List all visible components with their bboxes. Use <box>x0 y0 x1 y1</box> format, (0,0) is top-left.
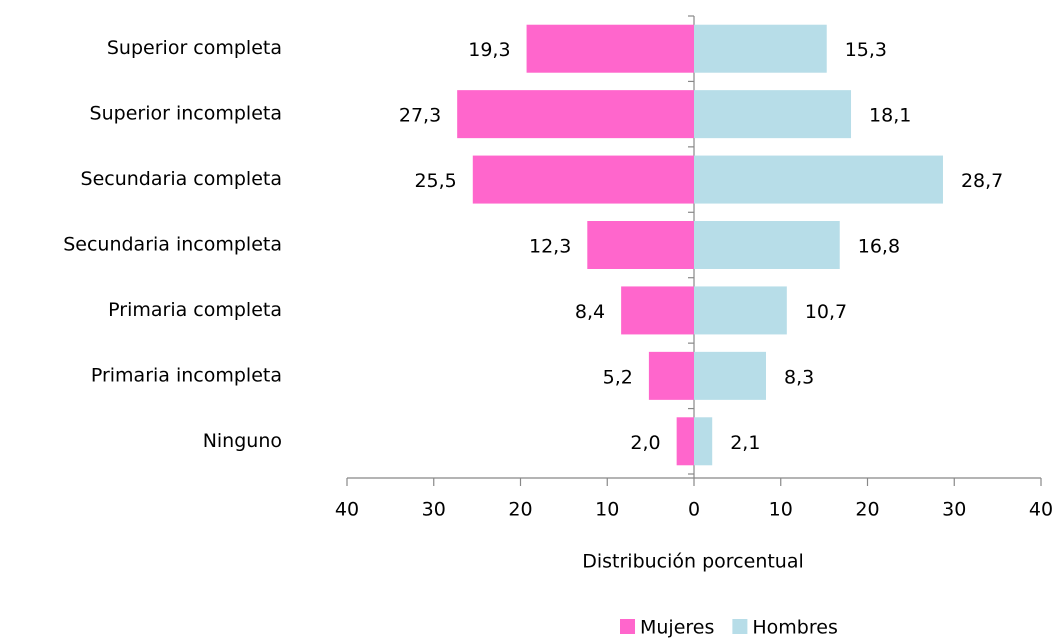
value-label: 12,3 <box>529 236 571 258</box>
bar <box>694 155 943 204</box>
value-label: 10,7 <box>805 301 847 323</box>
x-tick-label: 20 <box>508 499 532 521</box>
bar <box>526 24 694 73</box>
x-tick-label: 40 <box>335 499 359 521</box>
x-tick-label: 20 <box>855 499 879 521</box>
legend-swatch <box>732 619 748 634</box>
value-label: 5,2 <box>603 366 633 388</box>
x-tick-label: 40 <box>1029 499 1053 521</box>
bar <box>694 24 827 73</box>
y-tick-label: Secundaria completa <box>81 168 282 190</box>
bar <box>648 351 694 400</box>
x-tick-label: 10 <box>769 499 793 521</box>
value-label: 8,4 <box>575 301 605 323</box>
y-tick-label: Primaria incompleta <box>91 364 282 386</box>
bar <box>587 221 694 269</box>
x-tick-label: 30 <box>422 499 446 521</box>
value-label: 2,0 <box>630 432 660 454</box>
x-tick-label: 0 <box>688 499 700 521</box>
bar <box>472 155 694 204</box>
x-tick-label: 30 <box>942 499 966 521</box>
value-label: 18,1 <box>869 105 911 127</box>
value-label: 2,1 <box>730 432 760 454</box>
bar <box>694 221 840 269</box>
bar <box>694 351 767 400</box>
y-tick-label: Secundaria incompleta <box>63 234 282 256</box>
bar <box>621 286 694 335</box>
value-label: 19,3 <box>468 39 510 61</box>
y-tick-label: Superior incompleta <box>90 103 282 125</box>
legend-swatch <box>620 619 635 634</box>
value-label: 16,8 <box>858 236 900 258</box>
y-tick-label: Ninguno <box>203 430 282 452</box>
y-tick-label: Superior completa <box>107 37 282 59</box>
x-tick-label: 10 <box>595 499 619 521</box>
value-label: 27,3 <box>399 105 441 127</box>
legend-label: Mujeres <box>640 617 714 639</box>
y-tick-label: Primaria completa <box>108 299 282 321</box>
bar <box>694 417 713 466</box>
value-label: 25,5 <box>414 170 456 192</box>
legend-label: Hombres <box>752 617 837 639</box>
bar <box>676 417 694 466</box>
x-axis-label: Distribución porcentual <box>582 551 804 573</box>
bar <box>457 90 694 139</box>
value-label: 28,7 <box>961 170 1003 192</box>
bar <box>694 90 852 139</box>
value-label: 8,3 <box>784 366 814 388</box>
value-label: 15,3 <box>845 39 887 61</box>
bar <box>694 286 787 335</box>
